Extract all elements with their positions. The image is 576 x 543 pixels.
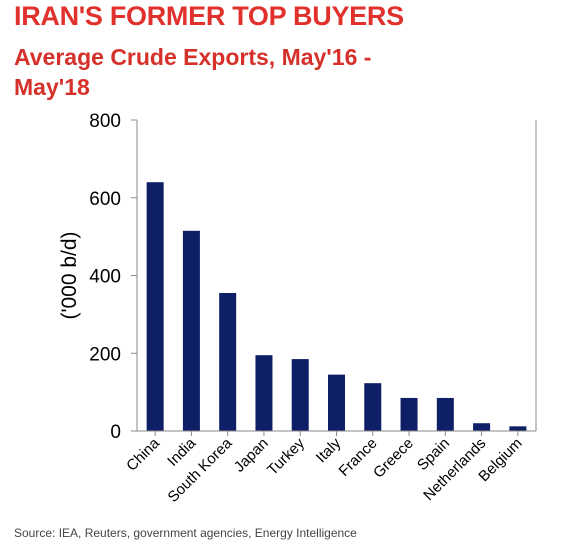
y-axis: 0 200 400 600 800 [89,111,537,443]
chart-title: IRAN'S FORMER TOP BUYERS [14,1,404,31]
bar [473,423,491,431]
bar [328,374,345,431]
bar [219,292,237,431]
bar [291,359,309,431]
x-tick-label: Greece [370,435,417,482]
y-tick-label: 800 [89,111,121,132]
x-tick-label: Turkey [264,434,308,478]
y-tick-label: 200 [89,344,121,365]
y-axis-label: ('000 b/d) [58,231,81,319]
bars [146,182,527,431]
bar [436,397,454,431]
bar [364,383,382,431]
bar [509,426,527,431]
chart-subtitle: Average Crude Exports, May'16 - May'18 [14,44,372,100]
source-note: Source: IEA, Reuters, government agencie… [14,526,357,540]
y-tick-label: 0 [110,422,121,443]
x-tick-label: China [123,434,163,474]
bar [255,355,273,431]
bar [146,182,164,431]
x-tick-label: Italy [313,434,345,466]
bar [182,230,200,431]
bar [400,397,418,431]
y-tick-label: 600 [89,189,121,210]
y-tick-label: 400 [89,267,121,288]
